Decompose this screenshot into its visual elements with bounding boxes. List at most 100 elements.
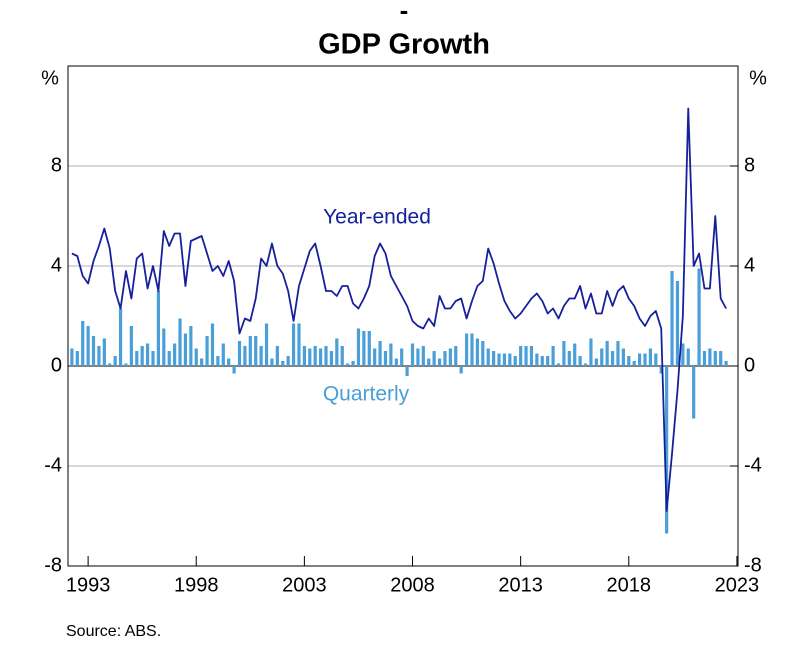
bar	[508, 353, 512, 366]
bar	[600, 348, 604, 366]
y2-tick-label: -8	[744, 554, 762, 576]
bar	[697, 268, 701, 366]
bar	[297, 323, 301, 366]
bar	[556, 363, 561, 366]
y2-tick-label: -4	[744, 454, 762, 476]
y-tick-label: 4	[51, 254, 62, 276]
bar	[324, 346, 328, 366]
bar	[470, 333, 474, 366]
bar	[216, 356, 220, 366]
bar	[621, 348, 625, 366]
bar	[616, 341, 620, 366]
bar	[502, 353, 507, 366]
bar	[632, 361, 636, 366]
bar	[351, 361, 355, 366]
bar	[692, 366, 696, 419]
bar	[665, 366, 669, 534]
bar	[86, 326, 90, 366]
y-tick-label: 8	[51, 154, 62, 176]
source-note: Source: ABS.	[66, 623, 161, 640]
bar	[724, 361, 728, 366]
bar	[432, 351, 436, 366]
x-tick-label: 2018	[607, 574, 652, 596]
bar	[578, 356, 582, 366]
bar	[637, 353, 642, 366]
bar	[124, 363, 128, 366]
bar	[659, 366, 663, 374]
bar	[319, 348, 323, 366]
bar	[254, 336, 258, 366]
bar	[529, 346, 534, 366]
bar	[232, 366, 236, 374]
bar	[448, 348, 452, 366]
y-tick-label: -8	[44, 554, 62, 576]
bar	[308, 348, 312, 366]
chart-subtitle: -	[400, 0, 409, 25]
bar	[270, 358, 274, 366]
chart-title: GDP Growth	[318, 29, 490, 61]
bar	[573, 343, 577, 366]
bar	[481, 341, 485, 366]
bar	[492, 351, 496, 366]
bar	[400, 348, 404, 366]
y-tick-label: 0	[51, 354, 62, 376]
bar	[405, 366, 409, 376]
bar	[108, 363, 112, 366]
bar-annotation: Quarterly	[323, 383, 410, 406]
bar	[681, 343, 685, 366]
bar	[118, 308, 123, 366]
bar	[91, 336, 96, 366]
bar	[427, 358, 431, 366]
bar	[156, 291, 161, 366]
bar	[421, 346, 425, 366]
bar	[167, 351, 171, 366]
bar	[513, 356, 517, 366]
bar	[486, 348, 490, 366]
x-tick-label: 2003	[282, 574, 327, 596]
bar	[286, 356, 290, 366]
bar	[648, 348, 653, 366]
bar	[454, 346, 458, 366]
bar	[237, 341, 242, 366]
bar	[70, 348, 74, 366]
bar	[313, 346, 317, 366]
bar	[145, 343, 150, 366]
bar	[140, 346, 144, 366]
bar	[389, 343, 393, 366]
y2-tick-label: 8	[744, 154, 755, 176]
bar	[583, 363, 588, 366]
bar	[654, 353, 658, 366]
bar	[524, 346, 528, 366]
line-annotation: Year-ended	[323, 206, 431, 229]
y2-axis-label: %	[749, 67, 767, 89]
x-tick-label: 2023	[715, 574, 760, 596]
bar	[302, 346, 306, 366]
bar	[719, 351, 723, 366]
bar	[416, 348, 420, 366]
bar	[346, 363, 350, 366]
bar	[594, 358, 598, 366]
bar	[627, 356, 631, 366]
bar	[546, 356, 550, 366]
bar	[464, 333, 469, 366]
bar	[340, 346, 344, 366]
bar	[713, 351, 717, 366]
bar	[264, 323, 269, 366]
bar	[281, 361, 285, 366]
line	[71, 107, 727, 512]
bar	[475, 338, 479, 366]
bar	[113, 356, 117, 366]
bar	[686, 348, 690, 366]
bar	[129, 326, 133, 366]
bar	[248, 336, 252, 366]
x-tick-label: 1998	[174, 574, 219, 596]
bar	[459, 366, 463, 374]
bar	[135, 351, 139, 366]
bar	[151, 351, 155, 366]
bar	[610, 351, 615, 366]
bar	[605, 341, 609, 366]
bar	[200, 358, 204, 366]
bar	[708, 348, 712, 366]
